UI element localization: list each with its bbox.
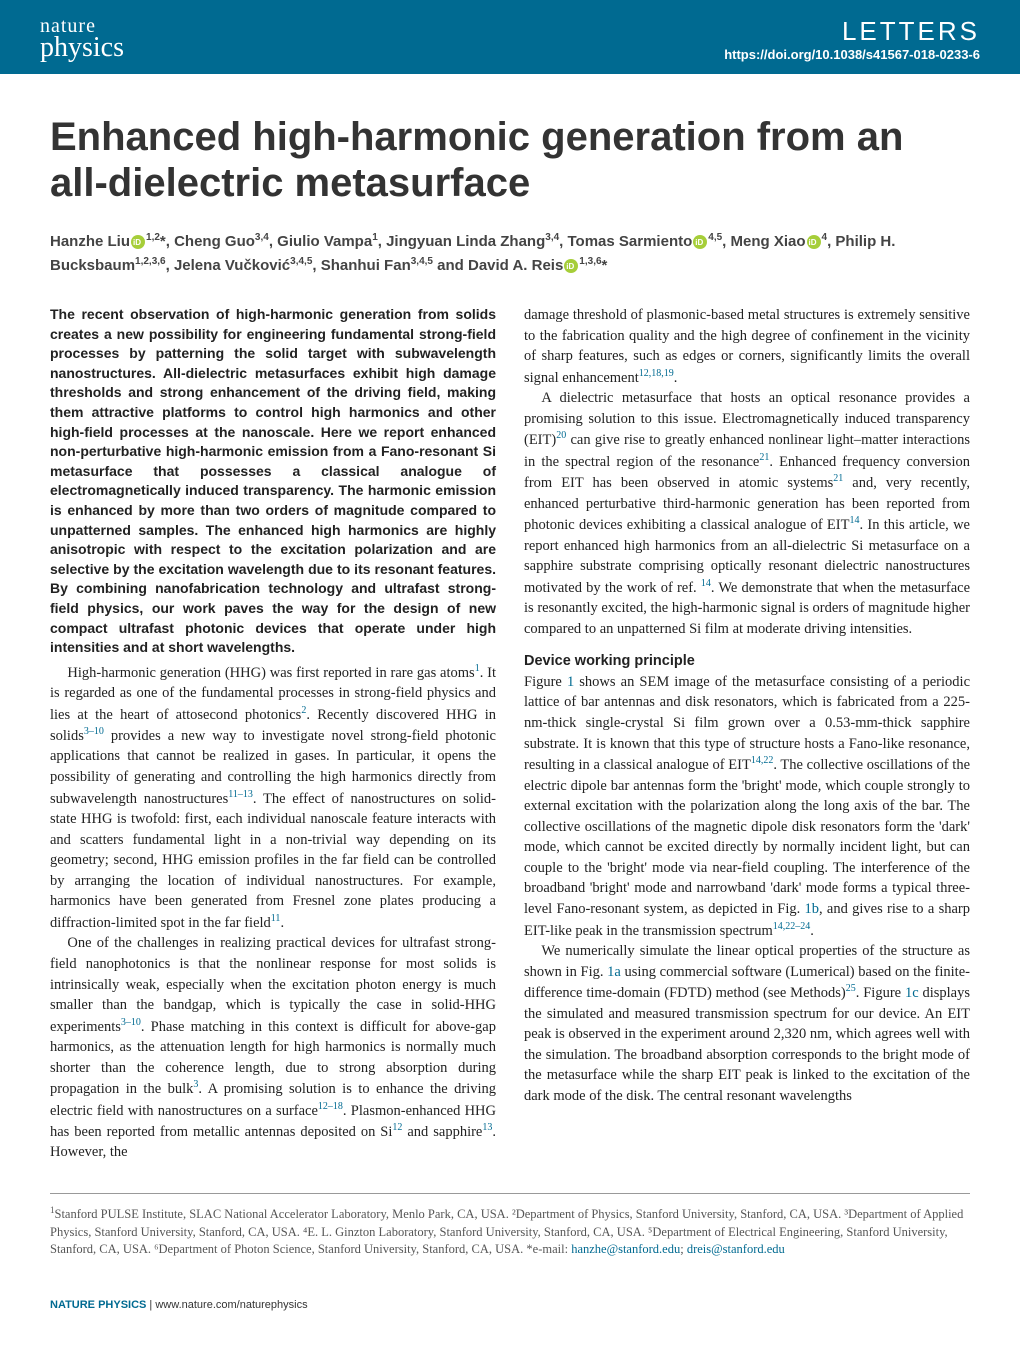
citation-ref[interactable]: 12 (392, 1122, 402, 1133)
body-text: . The effect of nanostructures on solid-… (50, 790, 496, 930)
figure-ref[interactable]: 1c (905, 985, 919, 1001)
article-content: Enhanced high-harmonic generation from a… (0, 74, 1020, 1279)
affiliation-sup: 4,5 (708, 232, 722, 243)
author-list: Hanzhe Liu1,2*, Cheng Guo3,4, Giulio Vam… (50, 230, 970, 277)
section-heading: Device working principle (524, 651, 970, 672)
orcid-icon[interactable] (807, 235, 821, 249)
citation-ref[interactable]: 14 (701, 578, 711, 589)
column-left: The recent observation of high-harmonic … (50, 305, 496, 1163)
figure-ref[interactable]: 1b (805, 901, 820, 917)
body-paragraph: damage threshold of plasmonic-based meta… (524, 305, 970, 388)
body-text: . (674, 370, 678, 386)
author-text: , Shanhui Fan (312, 257, 410, 274)
body-paragraph: A dielectric metasurface that hosts an o… (524, 388, 970, 639)
body-text: . The collective oscillations of the ele… (524, 757, 970, 917)
body-text: and sapphire (402, 1124, 482, 1140)
affiliation-sup: 1,3,6 (579, 256, 601, 267)
footer-url[interactable]: www.nature.com/naturephysics (155, 1299, 307, 1311)
journal-physics: physics (40, 32, 124, 63)
body-text: . Figure (856, 985, 905, 1001)
author-text: *, Cheng Guo (160, 233, 255, 250)
body-text: displays the simulated and measured tran… (524, 985, 970, 1104)
affiliation-sup: 1,2,3,6 (135, 256, 166, 267)
affiliation-sup: 3,4,5 (411, 256, 433, 267)
body-text: High-harmonic generation (HHG) was first… (67, 665, 474, 681)
affiliations-text: Stanford PULSE Institute, SLAC National … (50, 1207, 963, 1256)
affiliation-sup: 3,4 (545, 232, 559, 243)
body-text: damage threshold of plasmonic-based meta… (524, 307, 970, 386)
section-label: LETTERS (724, 16, 980, 47)
footer-separator: | (146, 1299, 155, 1311)
email-link[interactable]: dreis@stanford.edu (687, 1242, 785, 1256)
orcid-icon[interactable] (564, 259, 578, 273)
citation-ref[interactable]: 25 (846, 983, 856, 994)
affiliation-sup: 3,4,5 (290, 256, 312, 267)
citation-ref[interactable]: 3–10 (121, 1017, 141, 1028)
body-paragraph: We numerically simulate the linear optic… (524, 941, 970, 1106)
citation-ref[interactable]: 14,22–24 (773, 921, 811, 932)
author-text: * (602, 257, 608, 274)
figure-ref[interactable]: 1a (607, 964, 621, 980)
article-title: Enhanced high-harmonic generation from a… (50, 114, 970, 206)
body-paragraph: High-harmonic generation (HHG) was first… (50, 662, 496, 934)
author-text: , Giulio Vampa (269, 233, 372, 250)
citation-ref[interactable]: 12–18 (318, 1101, 343, 1112)
body-text: Figure (524, 674, 567, 690)
citation-ref[interactable]: 12,18,19 (639, 368, 674, 379)
citation-ref[interactable]: 13 (482, 1122, 492, 1133)
affiliation-sup: 3,4 (255, 232, 269, 243)
page-footer: NATURE PHYSICS | www.nature.com/natureph… (0, 1279, 1020, 1341)
citation-ref[interactable]: 11–13 (228, 789, 253, 800)
footer-journal: NATURE PHYSICS (50, 1299, 146, 1311)
doi-link[interactable]: https://doi.org/10.1038/s41567-018-0233-… (724, 47, 980, 62)
two-column-body: The recent observation of high-harmonic … (50, 305, 970, 1163)
author-text: , Tomas Sarmiento (559, 233, 692, 250)
citation-ref[interactable]: 3–10 (84, 726, 104, 737)
citation-ref[interactable]: 20 (556, 430, 566, 441)
author-text: , Jelena Vučković (166, 257, 291, 274)
author-text: , Meng Xiao (722, 233, 805, 250)
email-separator: ; (680, 1242, 687, 1256)
orcid-icon[interactable] (693, 235, 707, 249)
author-name: Hanzhe Liu (50, 233, 130, 250)
citation-ref[interactable]: 21 (833, 473, 843, 484)
abstract-text: The recent observation of high-harmonic … (50, 305, 496, 658)
citation-ref[interactable]: 14 (849, 515, 859, 526)
journal-logo: nature physics (40, 17, 124, 60)
header-right: LETTERS https://doi.org/10.1038/s41567-0… (724, 16, 980, 62)
citation-ref[interactable]: 11 (271, 913, 281, 924)
author-text: , Jingyuan Linda Zhang (378, 233, 546, 250)
column-right: damage threshold of plasmonic-based meta… (524, 305, 970, 1163)
body-text: . (280, 915, 284, 931)
citation-ref[interactable]: 14,22 (751, 755, 774, 766)
affiliation-sup: 1,2 (146, 232, 160, 243)
body-text: . (810, 922, 814, 938)
citation-ref[interactable]: 21 (759, 452, 769, 463)
body-paragraph: Figure 1 shows an SEM image of the metas… (524, 672, 970, 941)
email-link[interactable]: hanzhe@stanford.edu (571, 1242, 680, 1256)
body-paragraph: One of the challenges in realizing pract… (50, 933, 496, 1163)
journal-header: nature physics LETTERS https://doi.org/1… (0, 0, 1020, 74)
orcid-icon[interactable] (131, 235, 145, 249)
author-text: and David A. Reis (433, 257, 563, 274)
affiliations-block: 1Stanford PULSE Institute, SLAC National… (50, 1193, 970, 1259)
